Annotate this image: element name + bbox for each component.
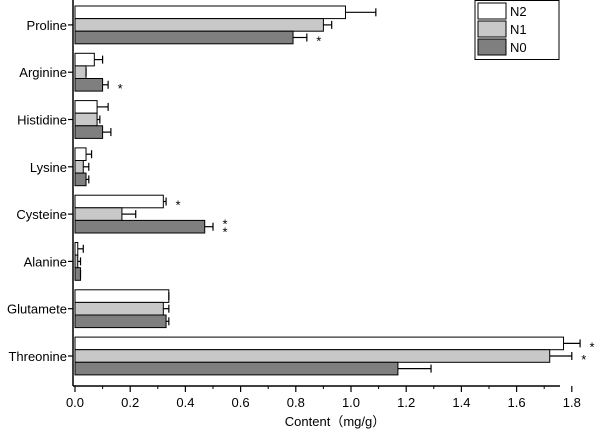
- bar-n1-glutamete: [74, 301, 164, 316]
- category-label-cysteine: Cysteine: [16, 207, 67, 222]
- bar-n0-arginine: [74, 78, 104, 92]
- bar-n2-cysteine: [74, 194, 164, 209]
- category-label-lysine: Lysine: [30, 160, 67, 175]
- bar-n0-cysteine: [74, 219, 206, 234]
- bars-layer: [74, 5, 565, 376]
- bar-n2-proline: [74, 5, 346, 20]
- category-label-arginine: Arginine: [19, 65, 67, 80]
- x-tick-label-1.8: 1.8: [563, 395, 581, 410]
- category-label-glutamete: Glutamete: [7, 302, 67, 317]
- significance-n2-cysteine: *: [176, 198, 181, 213]
- legend-label-n2: N2: [510, 4, 527, 19]
- bar-n1-threonine: [74, 349, 551, 363]
- bar-n1-alanine: [74, 254, 79, 269]
- bar-n0-threonine: [74, 361, 399, 376]
- tick-labels-layer: 0.0 0.2 0.4 0.6 0.8 1.0 1.2 1.4 1.6 1.8: [66, 395, 581, 410]
- bar-n0-proline: [74, 30, 294, 45]
- bar-n1-histidine: [74, 112, 98, 127]
- category-label-histidine: Histidine: [17, 113, 67, 128]
- bar-n2-arginine: [74, 52, 95, 67]
- x-tick-label-0.6: 0.6: [232, 395, 250, 410]
- legend-swatch-n0: [477, 38, 507, 56]
- bar-n1-cysteine: [74, 207, 123, 221]
- error-bars-layer: [77, 8, 581, 373]
- bar-n2-lysine: [74, 147, 87, 161]
- bar-n1-arginine: [74, 65, 87, 80]
- x-tick-label-1.6: 1.6: [508, 395, 526, 410]
- x-tick-label-0.2: 0.2: [121, 395, 139, 410]
- bar-n0-histidine: [74, 125, 104, 139]
- legend-label-n1: N1: [510, 22, 527, 37]
- bar-n0-glutamete: [74, 314, 167, 329]
- legend-swatch-n2: [477, 2, 507, 20]
- x-tick-label-1.2: 1.2: [397, 395, 415, 410]
- significance-n0-cysteine-2: *: [222, 225, 227, 240]
- significance-n0-cysteine-1: *: [222, 217, 227, 232]
- x-tick-label-1.4: 1.4: [452, 395, 470, 410]
- bar-n0-alanine: [74, 267, 82, 281]
- x-axis-label: Content（mg/g）: [285, 414, 385, 429]
- axes-layer: [68, 0, 573, 392]
- significance-n0-arginine: *: [118, 81, 123, 96]
- legend-swatch-n1: [477, 20, 507, 38]
- significance-n1-threonine: *: [581, 352, 586, 367]
- category-labels-layer: Proline Arginine Histidine Lysine Cysteine Al…: [7, 18, 67, 364]
- legend-label-n0: N0: [510, 40, 527, 55]
- significance-n2-threonine: *: [590, 339, 595, 354]
- x-tick-label-0.4: 0.4: [176, 395, 194, 410]
- bar-n2-histidine: [74, 100, 98, 114]
- bar-n2-alanine: [74, 242, 79, 256]
- bar-n0-lysine: [74, 172, 87, 187]
- legend: N2 N1 N0: [474, 0, 560, 60]
- bar-n1-lysine: [74, 160, 84, 174]
- category-label-proline: Proline: [27, 18, 67, 33]
- bar-n2-threonine: [74, 336, 565, 351]
- x-tick-label-1.0: 1.0: [342, 395, 360, 410]
- significance-n0-proline: *: [316, 34, 321, 49]
- category-label-threonine: Threonine: [8, 349, 67, 364]
- bar-n1-proline: [74, 18, 324, 32]
- x-tick-label-0.0: 0.0: [66, 395, 84, 410]
- x-tick-label-0.8: 0.8: [287, 395, 305, 410]
- bar-n2-glutamete: [74, 289, 170, 303]
- category-label-alanine: Alanine: [24, 254, 67, 269]
- significance-markers-layer: *******: [118, 34, 595, 368]
